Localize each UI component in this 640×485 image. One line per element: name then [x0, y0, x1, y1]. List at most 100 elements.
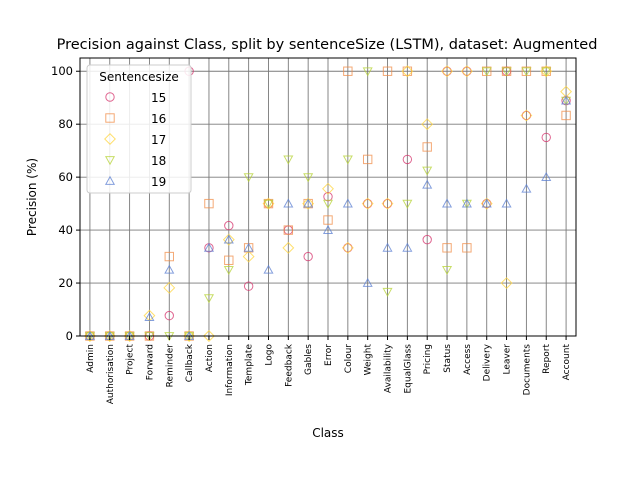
data-point-19 [283, 198, 294, 208]
x-tick-label: Action [205, 344, 215, 372]
x-tick-label: Authorisation [106, 344, 116, 404]
data-point-17 [242, 250, 255, 263]
data-point-17 [222, 233, 235, 246]
y-axis: 0 20 40 60 80 100 [51, 64, 80, 343]
data-point-17 [361, 197, 374, 210]
data-point-15 [303, 251, 313, 262]
x-tick-label: Template [245, 344, 255, 387]
x-tick-label: Status [443, 344, 453, 373]
data-point-18 [362, 67, 373, 77]
data-point-19 [322, 224, 334, 234]
y-tick-label: 100 [51, 64, 73, 78]
data-point-18 [223, 265, 234, 276]
legend-label-16: 16 [151, 112, 166, 126]
x-axis-label: Class [312, 426, 344, 440]
data-point-17 [302, 197, 315, 210]
data-point-19 [382, 242, 393, 252]
x-tick-label: Gables [304, 344, 314, 375]
data-point-17 [381, 197, 394, 210]
data-point-17 [322, 182, 334, 195]
data-point-15 [442, 66, 452, 76]
data-point-19 [422, 179, 433, 189]
data-point-16 [204, 198, 214, 209]
data-point-19 [362, 277, 373, 287]
data-point-19 [144, 311, 155, 322]
x-tick-label: Weight [364, 344, 374, 376]
data-point-18 [263, 199, 274, 209]
x-tick-label: Error [324, 344, 334, 366]
data-point-17 [282, 241, 295, 254]
data-point-17 [500, 277, 513, 290]
data-point-16 [442, 243, 452, 253]
x-axis: Admin Authorisation Project Forward Reminder… [86, 336, 572, 404]
x-tick-label: Access [463, 344, 473, 375]
data-point-19 [402, 242, 413, 252]
data-point-18 [243, 173, 254, 183]
x-tick-label: Admin [86, 344, 96, 373]
data-point-18 [382, 287, 393, 298]
data-point-16 [164, 251, 174, 262]
x-tick-label: Feedback [284, 343, 294, 387]
y-tick-label: 40 [58, 223, 73, 237]
chart-title: Precision against Class, split by senten… [57, 37, 598, 53]
x-tick-label: Project [126, 344, 136, 375]
x-tick-label: Information [225, 344, 235, 396]
data-point-15 [422, 234, 432, 245]
data-point-18 [342, 155, 353, 165]
legend-label-19: 19 [151, 175, 166, 189]
data-point-16 [362, 154, 373, 165]
data-point-16 [402, 66, 413, 76]
data-point-18 [422, 166, 433, 176]
data-point-19 [303, 198, 314, 208]
data-point-19 [521, 183, 532, 193]
x-tick-label: Documents [522, 344, 532, 396]
x-tick-label: Colour [344, 344, 354, 374]
data-point-19 [223, 234, 234, 244]
x-tick-label: Logo [264, 344, 274, 366]
legend-box [86, 64, 192, 194]
data-point-16 [343, 66, 353, 76]
data-point-15 [164, 310, 174, 321]
x-tick-label: EqualGlass [403, 344, 413, 394]
x-tick-label: Delivery [483, 343, 493, 381]
data-point-19 [203, 242, 215, 252]
data-point-15 [521, 110, 532, 121]
data-point-18 [501, 67, 512, 77]
data-point-19 [561, 95, 572, 105]
x-tick-label: Reminder [165, 344, 175, 388]
y-tick-label: 20 [58, 276, 73, 290]
legend-marker-16 [105, 113, 115, 123]
data-point-18 [322, 199, 334, 209]
y-tick-label: 60 [58, 170, 73, 184]
data-point-17 [341, 241, 354, 254]
legend-label-15: 15 [151, 91, 166, 105]
data-point-16 [224, 255, 234, 265]
data-point-17 [421, 118, 434, 131]
data-point-15 [402, 154, 413, 165]
data-point-16 [382, 66, 393, 76]
data-point-19 [243, 242, 254, 252]
data-point-18 [303, 173, 314, 183]
data-point-19 [481, 198, 492, 208]
data-point-18 [541, 67, 552, 77]
legend-label-17: 17 [151, 133, 166, 147]
data-point-17 [480, 197, 493, 210]
legend-label-18: 18 [151, 154, 166, 168]
x-tick-label: Callback [185, 343, 195, 382]
data-point-17 [441, 65, 453, 78]
x-tick-label: Report [542, 344, 552, 374]
legend-marker-18 [104, 156, 116, 166]
legend-marker-19 [104, 175, 116, 185]
x-tick-label: Pricing [423, 344, 433, 374]
data-point-17 [163, 281, 176, 294]
data-point-15 [243, 281, 254, 291]
data-point-17 [520, 109, 533, 122]
data-point-18 [521, 67, 532, 77]
data-point-19 [263, 264, 274, 274]
data-point-15 [224, 220, 234, 231]
x-tick-label: Account [562, 344, 572, 381]
data-point-16 [283, 225, 294, 235]
data-point-18 [283, 155, 294, 165]
